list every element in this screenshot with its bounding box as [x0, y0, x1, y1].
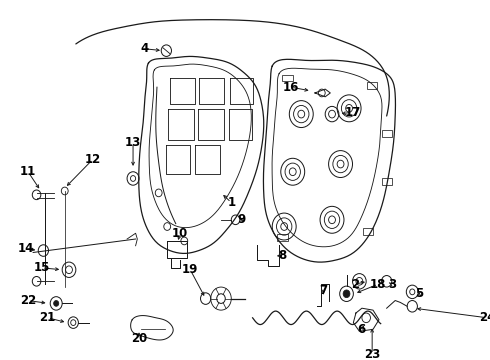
Text: 14: 14 — [18, 242, 34, 255]
Text: 15: 15 — [33, 261, 50, 274]
Text: 22: 22 — [20, 294, 36, 307]
Text: 17: 17 — [344, 106, 361, 119]
Text: 23: 23 — [364, 348, 380, 360]
Bar — [277, 234, 288, 241]
Text: 18: 18 — [370, 278, 386, 291]
Bar — [382, 179, 392, 185]
Text: 24: 24 — [479, 311, 490, 324]
Text: 7: 7 — [319, 284, 327, 297]
Text: 12: 12 — [85, 153, 101, 166]
Circle shape — [343, 290, 350, 298]
Text: 5: 5 — [415, 287, 423, 300]
Text: 16: 16 — [283, 81, 299, 94]
Bar — [363, 229, 373, 235]
Bar — [382, 130, 392, 137]
Bar — [283, 75, 293, 81]
Text: 21: 21 — [40, 311, 56, 324]
Text: 13: 13 — [125, 136, 141, 149]
Circle shape — [53, 301, 59, 306]
Text: 19: 19 — [182, 263, 198, 276]
Text: 11: 11 — [20, 165, 36, 178]
Text: 2: 2 — [351, 278, 359, 291]
Text: 10: 10 — [172, 227, 188, 240]
Text: 3: 3 — [388, 278, 396, 291]
Text: 8: 8 — [278, 249, 287, 262]
Text: 9: 9 — [237, 213, 245, 226]
Text: 20: 20 — [131, 332, 147, 346]
Bar — [367, 82, 377, 89]
Text: 1: 1 — [227, 196, 235, 209]
Text: 6: 6 — [357, 323, 365, 336]
Text: 4: 4 — [140, 42, 148, 55]
